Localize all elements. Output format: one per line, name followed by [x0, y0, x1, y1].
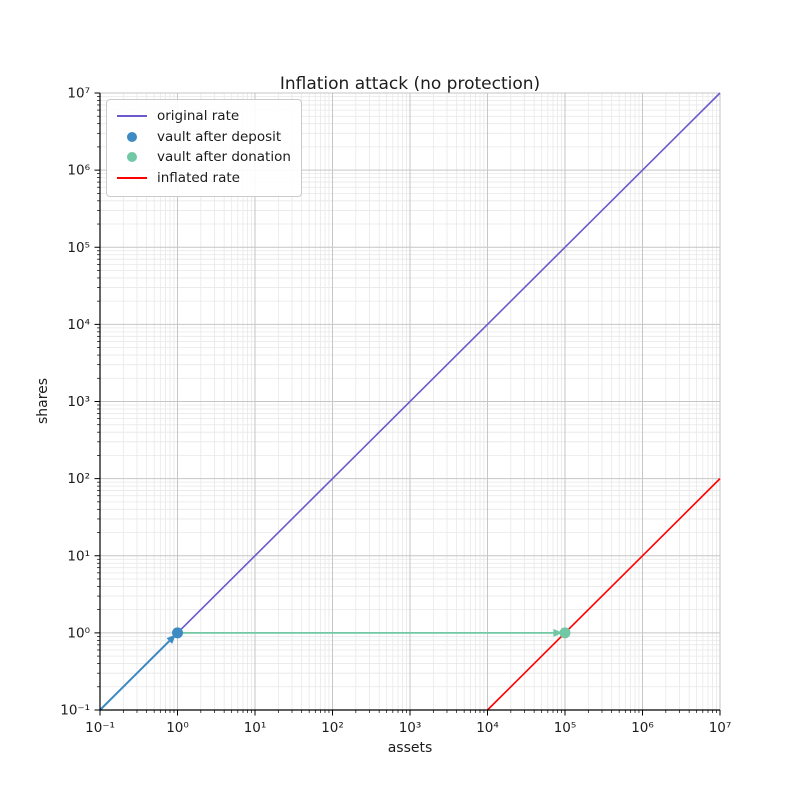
series: [99, 92, 721, 711]
y-tick-label: 10³: [67, 394, 90, 410]
axis-ticks: 10⁻¹ 10⁰ 10¹ 10² 10³ 10⁴ 10⁵ 10⁶ 10⁷ 10⁻¹ 10⁰ 10¹ 10…: [60, 86, 731, 737]
legend-line-swatch: [115, 115, 149, 118]
x-tick-label: 10⁶: [631, 720, 654, 736]
legend-dot-swatch: [115, 131, 149, 142]
legend-line-swatch: [115, 176, 149, 179]
dot-marker-icon: [127, 152, 137, 163]
x-tick-label: 10⁷: [709, 720, 732, 736]
vault-after-donation-marker: [559, 627, 571, 639]
dot-marker-icon: [127, 131, 137, 142]
x-axis-label: assets: [387, 740, 433, 756]
legend-item-original-rate: original rate: [115, 106, 291, 127]
chart-title: Inflation attack (no protection): [279, 74, 541, 94]
y-tick-label: 10¹: [67, 548, 90, 564]
vault-after-donation: [559, 627, 571, 639]
y-axis-label: shares: [35, 377, 51, 425]
deposit-arrow: [99, 632, 179, 711]
y-tick-label: 10⁴: [67, 317, 90, 333]
line-marker-icon: [117, 176, 147, 179]
inflated-rate: [486, 478, 721, 711]
y-tick-label: 10⁰: [67, 625, 90, 641]
x-tick-label: 10⁵: [554, 720, 577, 736]
legend-item-vault-after-deposit: vault after deposit: [115, 127, 291, 148]
x-tick-label: 10¹: [244, 720, 267, 736]
legend-item-inflated-rate: inflated rate: [115, 168, 291, 189]
legend: original rate vault after deposit vault af…: [106, 99, 302, 197]
y-tick-label: 10⁶: [67, 163, 90, 179]
y-tick-label: 10⁷: [67, 86, 90, 102]
x-tick-label: 10²: [321, 720, 344, 736]
original-rate: [99, 92, 721, 711]
legend-item-label: vault after deposit: [157, 128, 282, 145]
legend-item-label: original rate: [157, 108, 240, 125]
vault-after-deposit: [172, 627, 183, 639]
x-tick-label: 10⁰: [166, 720, 189, 736]
y-tick-label: 10⁵: [67, 240, 90, 256]
y-tick-label: 10²: [67, 471, 90, 487]
x-tick-label: 10³: [399, 720, 422, 736]
donation-arrow: [177, 628, 565, 637]
vault-after-deposit-marker: [172, 627, 183, 639]
legend-item-label: vault after donation: [157, 149, 291, 166]
legend-item-label: inflated rate: [157, 169, 240, 186]
line-marker-icon: [117, 115, 147, 118]
legend-dot-swatch: [115, 152, 149, 163]
y-tick-label: 10⁻¹: [60, 703, 90, 719]
x-tick-label: 10⁻¹: [85, 720, 115, 736]
legend-item-vault-after-donation: vault after donation: [115, 147, 291, 168]
x-tick-label: 10⁴: [476, 720, 499, 736]
